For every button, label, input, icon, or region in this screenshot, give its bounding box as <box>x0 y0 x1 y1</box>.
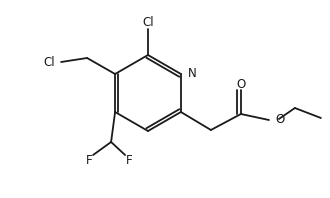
Text: Cl: Cl <box>44 55 55 69</box>
Text: O: O <box>236 77 246 90</box>
Text: N: N <box>188 67 197 80</box>
Text: O: O <box>275 112 284 126</box>
Text: F: F <box>126 153 132 167</box>
Text: F: F <box>86 153 92 167</box>
Text: Cl: Cl <box>142 15 154 29</box>
